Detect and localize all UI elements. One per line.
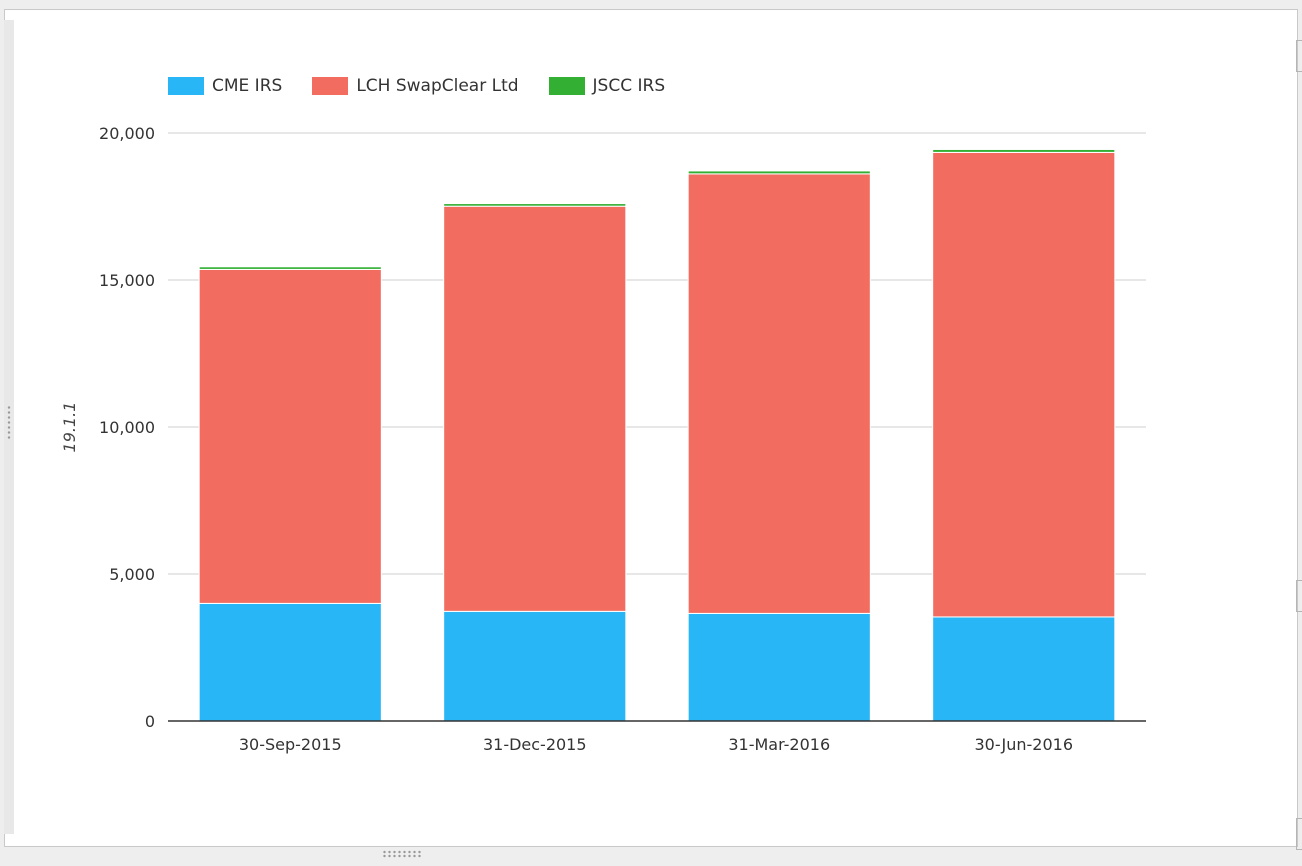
right-edge-bracket-top <box>1296 40 1302 72</box>
x-tick-label: 30-Sep-2015 <box>239 735 342 754</box>
bar-segment-jscc-irs[interactable] <box>198 266 382 270</box>
bar-segment-lch-swapclear-ltd[interactable] <box>687 173 871 614</box>
legend-item-cme-irs[interactable]: CME IRS <box>168 76 282 96</box>
bar-segment-cme-irs[interactable] <box>443 610 627 722</box>
x-tick-label: 31-Mar-2016 <box>728 735 830 754</box>
legend-label-lch-swapclear: LCH SwapClear Ltd <box>356 76 519 96</box>
right-edge-bracket-bottom <box>1296 818 1302 850</box>
legend-label-cme-irs: CME IRS <box>212 76 283 96</box>
y-axis-label: 19.1.1 <box>60 402 79 453</box>
x-axis-ticks: 30-Sep-2015 31-Dec-2015 31-Mar-2016 30-Jun-… <box>239 735 1073 754</box>
y-tick-label: 5,000 <box>109 565 155 584</box>
y-tick-label: 0 <box>145 712 155 731</box>
y-tick-label: 20,000 <box>99 124 155 143</box>
bar-segment-jscc-irs[interactable] <box>443 203 627 207</box>
legend-swatch-cme-irs <box>168 77 204 95</box>
bottom-resize-grip-icon[interactable] <box>382 850 422 858</box>
right-edge-bracket-middle <box>1296 580 1302 612</box>
x-tick-label: 31-Dec-2015 <box>483 735 587 754</box>
x-tick-label: 30-Jun-2016 <box>974 735 1073 754</box>
legend-item-jscc-irs[interactable]: JSCC IRS <box>548 76 666 96</box>
legend-swatch-lch-swapclear <box>312 77 349 95</box>
legend-item-lch-swapclear[interactable]: LCH SwapClear Ltd <box>312 76 519 96</box>
chart-legend: CME IRS LCH SwapClear Ltd JSCC IRS <box>168 76 665 96</box>
y-axis-ticks: 0 5,000 10,000 15,000 20,000 <box>99 124 155 731</box>
bar-segment-cme-irs[interactable] <box>198 602 382 722</box>
left-resize-grip-icon[interactable] <box>6 405 12 441</box>
bar-segment-lch-swapclear-ltd[interactable] <box>198 268 382 604</box>
y-tick-label: 10,000 <box>99 418 155 437</box>
bar-segment-lch-swapclear-ltd[interactable] <box>932 151 1116 618</box>
legend-swatch-jscc-irs <box>548 77 585 95</box>
bar-segment-jscc-irs[interactable] <box>687 170 871 175</box>
bar-segment-jscc-irs[interactable] <box>932 148 1116 153</box>
bars <box>198 148 1116 722</box>
bar-segment-cme-irs[interactable] <box>932 616 1116 722</box>
y-tick-label: 15,000 <box>99 271 155 290</box>
bar-segment-lch-swapclear-ltd[interactable] <box>443 205 627 612</box>
bar-segment-cme-irs[interactable] <box>687 612 871 722</box>
legend-label-jscc-irs: JSCC IRS <box>592 76 666 96</box>
